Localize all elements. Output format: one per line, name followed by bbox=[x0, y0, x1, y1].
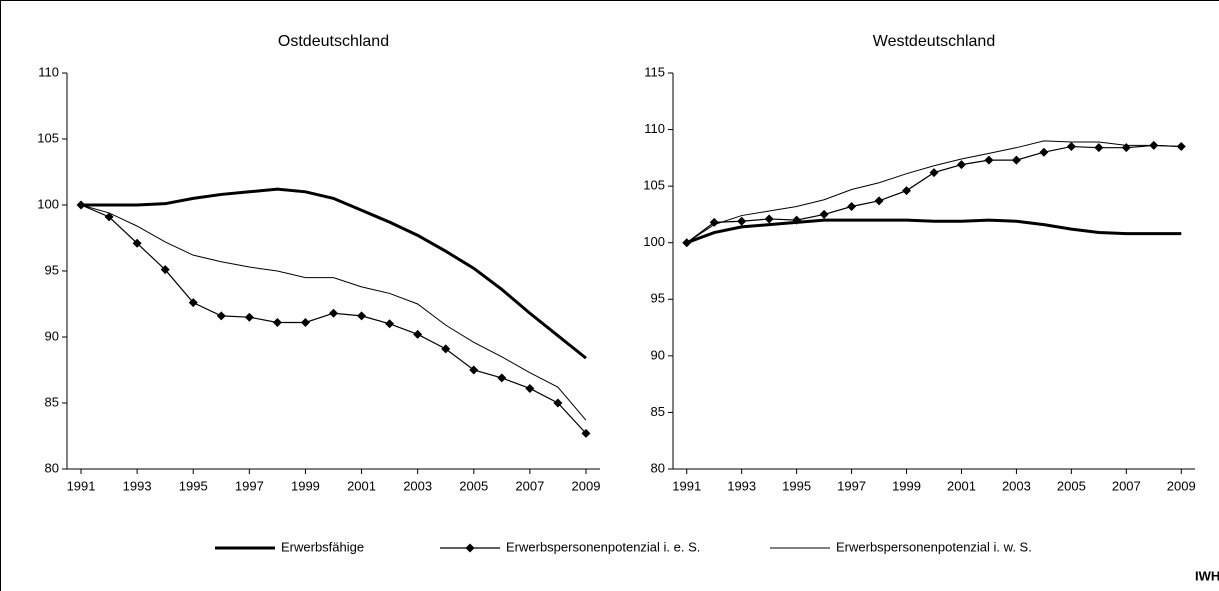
point bbox=[441, 344, 451, 354]
x-tick-label: 1993 bbox=[727, 478, 756, 493]
point bbox=[984, 155, 994, 165]
y-tick-label: 110 bbox=[644, 121, 665, 136]
x-tick-label: 2001 bbox=[947, 478, 976, 493]
point bbox=[553, 398, 563, 408]
point bbox=[847, 202, 857, 212]
point bbox=[272, 317, 282, 327]
x-tick-label: 1995 bbox=[782, 478, 811, 493]
point bbox=[1039, 147, 1049, 157]
y-tick-label: 85 bbox=[651, 404, 665, 419]
y-tick-label: 110 bbox=[38, 64, 59, 79]
point bbox=[132, 238, 142, 248]
series-line bbox=[686, 218, 1182, 245]
point bbox=[160, 265, 170, 275]
x-tick-label: 1999 bbox=[892, 478, 921, 493]
point bbox=[956, 160, 966, 170]
legend-label: Erwerbspersonenpotenzial i. w. S. bbox=[836, 539, 1032, 554]
legend-label: Erwerbsfähige bbox=[281, 539, 364, 554]
x-tick-label: 1991 bbox=[67, 478, 96, 493]
point bbox=[244, 312, 254, 322]
series-line bbox=[686, 140, 1182, 244]
x-tick-label: 1993 bbox=[123, 478, 152, 493]
x-tick-label: 2003 bbox=[403, 478, 432, 493]
x-tick-label: 2001 bbox=[347, 478, 376, 493]
point bbox=[188, 298, 198, 308]
y-tick-label: 95 bbox=[651, 291, 665, 306]
y-tick-label: 90 bbox=[45, 328, 59, 343]
point bbox=[216, 311, 226, 321]
y-tick-label: 95 bbox=[45, 262, 59, 277]
x-tick-label: 2005 bbox=[459, 478, 488, 493]
chart-title: Westdeutschland bbox=[873, 33, 995, 50]
point bbox=[357, 311, 367, 321]
legend-marker bbox=[465, 543, 475, 553]
x-tick-label: 1997 bbox=[837, 478, 866, 493]
x-tick-label: 1991 bbox=[672, 478, 701, 493]
point bbox=[300, 317, 310, 327]
chart-title: Ostdeutschland bbox=[278, 33, 389, 50]
x-tick-label: 2007 bbox=[515, 478, 544, 493]
point bbox=[874, 196, 884, 206]
point bbox=[929, 168, 939, 178]
y-tick-label: 100 bbox=[37, 196, 59, 211]
legend-label: Erwerbspersonenpotenzial i. e. S. bbox=[506, 539, 700, 554]
y-tick-label: 105 bbox=[643, 178, 665, 193]
x-tick-label: 2003 bbox=[1002, 478, 1031, 493]
x-tick-label: 2007 bbox=[1112, 478, 1141, 493]
series-line bbox=[81, 187, 587, 360]
point bbox=[525, 383, 535, 393]
point bbox=[709, 217, 719, 227]
y-tick-label: 90 bbox=[651, 347, 665, 362]
point bbox=[413, 329, 423, 339]
y-tick-label: 80 bbox=[651, 460, 665, 475]
point bbox=[1066, 142, 1076, 152]
point bbox=[1011, 155, 1021, 165]
point bbox=[737, 216, 747, 226]
point bbox=[581, 428, 591, 438]
point bbox=[902, 186, 912, 196]
x-tick-label: 1999 bbox=[291, 478, 320, 493]
y-tick-label: 80 bbox=[45, 460, 59, 475]
point bbox=[764, 214, 774, 224]
y-tick-label: 85 bbox=[45, 394, 59, 409]
x-tick-label: 2005 bbox=[1057, 478, 1086, 493]
point bbox=[792, 215, 802, 225]
point bbox=[1094, 143, 1104, 153]
point bbox=[329, 308, 338, 318]
point bbox=[104, 212, 114, 222]
y-tick-label: 100 bbox=[643, 234, 665, 249]
point bbox=[497, 373, 507, 383]
x-tick-label: 1997 bbox=[235, 478, 264, 493]
y-tick-label: 105 bbox=[37, 130, 59, 145]
point bbox=[819, 209, 829, 219]
x-tick-label: 2009 bbox=[1167, 478, 1196, 493]
source: IWH bbox=[1195, 568, 1219, 583]
point bbox=[385, 319, 395, 329]
x-tick-label: 1995 bbox=[179, 478, 208, 493]
point bbox=[469, 365, 479, 375]
series-line bbox=[80, 204, 587, 421]
x-tick-label: 2009 bbox=[572, 478, 601, 493]
y-tick-label: 115 bbox=[644, 64, 665, 79]
